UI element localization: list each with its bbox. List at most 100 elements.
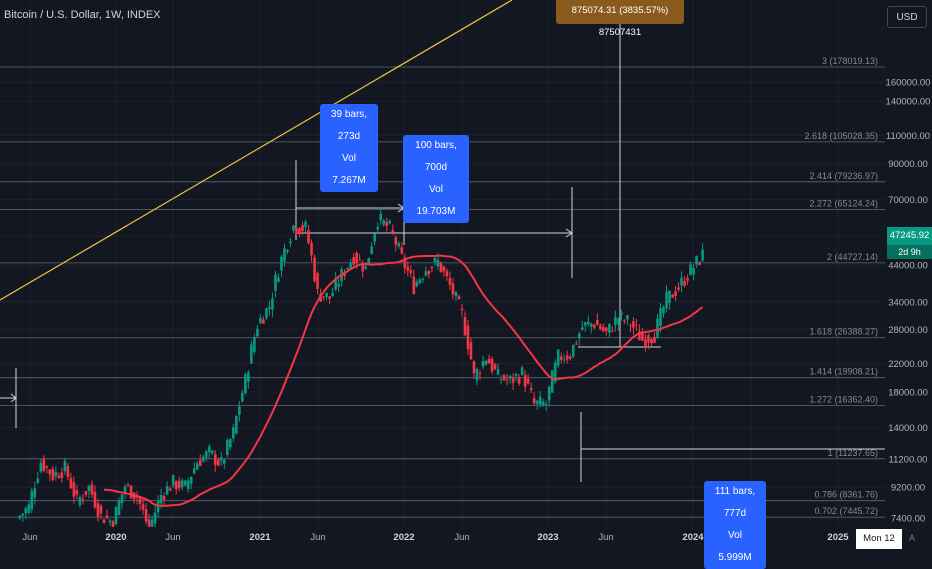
candle-body — [550, 370, 554, 393]
candle-body — [265, 308, 268, 318]
candle-body — [355, 252, 358, 264]
crosshair-readout: 875074.31 (3835.57%) 87507431 — [556, 0, 684, 38]
candle-body — [322, 296, 325, 298]
candle-body — [544, 403, 548, 405]
candle-body — [535, 400, 539, 405]
candle-body — [138, 497, 142, 504]
candle-body — [647, 335, 650, 343]
candle-body — [436, 259, 440, 267]
candle-body — [574, 343, 578, 345]
candle-body — [532, 398, 536, 404]
candle-body — [48, 469, 52, 475]
chart-grid — [0, 0, 885, 527]
time-tick: 2025 — [827, 532, 849, 543]
candle-body — [253, 337, 256, 353]
candle-body — [78, 497, 82, 506]
candle-body — [493, 364, 497, 370]
candle-body — [316, 273, 319, 289]
candle-body — [580, 327, 584, 330]
candle-body — [367, 257, 370, 265]
fib-level-label: 2 (44727.14) — [827, 252, 878, 262]
candle-body — [659, 308, 662, 326]
price-axis-bg — [885, 0, 932, 550]
price-tick: 7400.00 — [891, 514, 925, 525]
measure-badge-3: 111 bars, 777d Vol 5.999M — [704, 481, 766, 569]
candle-body — [93, 491, 97, 508]
price-tick: 110000.00 — [886, 131, 930, 142]
candle-body — [596, 320, 599, 326]
candle-body — [629, 325, 632, 327]
candle-body — [277, 277, 280, 282]
candle-body — [235, 415, 238, 434]
time-tick: Jun — [22, 532, 37, 543]
measure-badge-1: 39 bars, 273d Vol 7.267M — [320, 104, 378, 192]
candle-body — [448, 277, 452, 285]
candle-body — [614, 317, 617, 326]
candle-body — [475, 368, 479, 381]
candle-body — [150, 519, 154, 527]
candle-body — [496, 369, 500, 375]
candle-body — [587, 321, 590, 325]
candle-body — [174, 481, 178, 490]
candle-body — [403, 257, 407, 268]
candle-body — [298, 227, 301, 235]
candle-body — [430, 266, 434, 269]
candle-body — [466, 325, 470, 350]
candle-body — [24, 508, 28, 514]
candle-body — [529, 388, 533, 391]
candle-body — [262, 319, 265, 324]
candle-body — [102, 519, 106, 524]
candle-body — [611, 330, 614, 332]
candle-body — [683, 281, 686, 286]
candle-body — [394, 237, 398, 245]
candle-body — [219, 457, 223, 461]
price-tick: 18000.00 — [888, 387, 928, 398]
candle-body — [84, 491, 88, 495]
candle-body — [454, 291, 458, 297]
candle-body — [379, 213, 383, 221]
candle-body — [364, 265, 367, 269]
candle-body — [352, 257, 355, 265]
measure-bars: 100 bars, 700d — [415, 140, 457, 173]
candle-body — [370, 246, 374, 254]
candle-body — [623, 320, 626, 322]
candle-body — [87, 485, 91, 492]
candle-body — [584, 322, 587, 326]
currency-button[interactable]: USD — [887, 6, 927, 28]
candle-body — [653, 336, 656, 344]
candle-body — [69, 477, 73, 489]
price-chart[interactable]: 3 (178019.13) 2.618 (105028.35) 2.414 (792… — [0, 0, 932, 550]
candle-body — [487, 358, 491, 364]
candle-body — [238, 406, 241, 415]
candle-body — [641, 332, 644, 341]
candle-body — [457, 296, 461, 300]
fib-level-label: 1.618 (26388.27) — [809, 327, 878, 337]
candle-body — [141, 504, 145, 510]
candle-body — [180, 480, 184, 488]
candle-body — [117, 500, 121, 515]
time-tick: 2020 — [105, 532, 126, 543]
candle-body — [60, 472, 64, 478]
auto-scale-button[interactable]: A — [908, 533, 915, 543]
candle-body — [626, 315, 629, 320]
candle-body — [593, 324, 596, 328]
candle-body — [433, 257, 437, 263]
candle-body — [571, 344, 575, 357]
candle-body — [36, 478, 40, 483]
time-tick: 2022 — [393, 532, 414, 543]
candle-body — [192, 468, 196, 474]
candle-body — [577, 333, 581, 339]
candle-body — [608, 323, 611, 333]
price-tick: 90000.00 — [888, 159, 928, 170]
candle-body — [310, 242, 313, 256]
candle-body — [662, 307, 665, 314]
candle-body — [565, 355, 569, 360]
candle-body — [415, 281, 419, 287]
candle-body — [400, 247, 404, 254]
candle-body — [671, 294, 674, 298]
candle-body — [505, 379, 509, 381]
candle-body — [51, 469, 55, 480]
candle-body — [511, 377, 515, 383]
candle-body — [186, 480, 190, 489]
candle-body — [328, 296, 331, 299]
